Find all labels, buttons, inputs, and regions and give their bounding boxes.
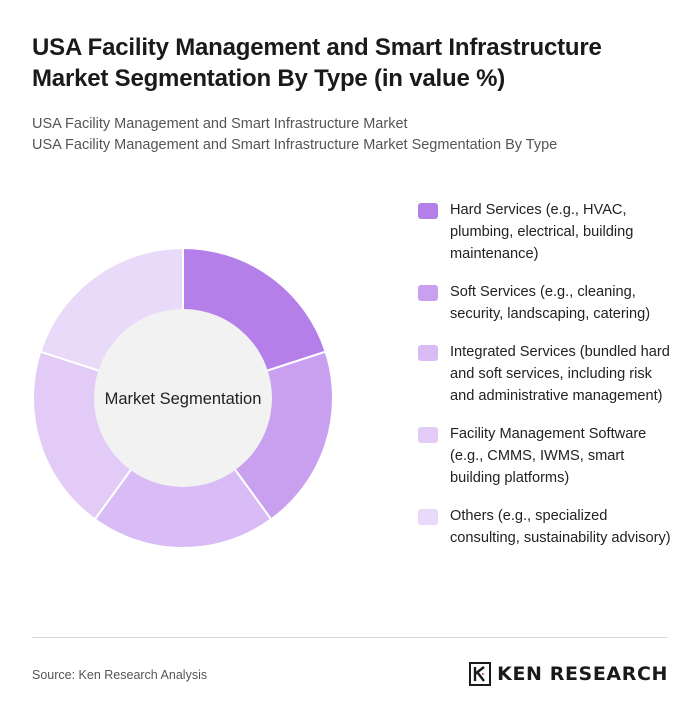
page-title: USA Facility Management and Smart Infras… xyxy=(32,34,602,92)
subtitle-line-1: USA Facility Management and Smart Infras… xyxy=(32,116,408,132)
legend-swatch xyxy=(418,509,438,525)
legend-label: Others (e.g., specialized consulting, su… xyxy=(450,508,671,546)
legend-item: Hard Services (e.g., HVAC, plumbing, ele… xyxy=(418,199,678,265)
legend-item: Others (e.g., specialized consulting, su… xyxy=(418,505,678,549)
chart-legend: Hard Services (e.g., HVAC, plumbing, ele… xyxy=(418,199,678,565)
donut-center xyxy=(94,309,272,487)
brand-name: KEN RESEARCH xyxy=(497,663,668,685)
ken-research-logo-icon xyxy=(469,662,492,686)
legend-swatch xyxy=(418,427,438,443)
legend-label: Soft Services (e.g., cleaning, security,… xyxy=(450,284,651,322)
legend-swatch xyxy=(418,285,438,301)
subtitle: USA Facility Management and Smart Infras… xyxy=(32,114,672,156)
legend-item: Soft Services (e.g., cleaning, security,… xyxy=(418,281,678,325)
legend-swatch xyxy=(418,203,438,219)
legend-item: Integrated Services (bundled hard and so… xyxy=(418,341,678,407)
legend-swatch xyxy=(418,345,438,361)
legend-label: Hard Services (e.g., HVAC, plumbing, ele… xyxy=(450,202,634,262)
legend-label: Facility Management Software (e.g., CMMS… xyxy=(450,426,647,486)
legend-item: Facility Management Software (e.g., CMMS… xyxy=(418,423,678,489)
donut-chart: Market Segmentation xyxy=(30,245,336,551)
brand-logo: KEN RESEARCH xyxy=(469,662,668,686)
donut-chart-svg: Market Segmentation xyxy=(32,246,334,549)
legend-label: Integrated Services (bundled hard and so… xyxy=(450,344,670,404)
source-note: Source: Ken Research Analysis xyxy=(32,668,208,682)
center-label: Market Segmentation xyxy=(105,390,262,408)
subtitle-line-2: USA Facility Management and Smart Infras… xyxy=(32,137,558,153)
footer-divider xyxy=(32,637,668,638)
